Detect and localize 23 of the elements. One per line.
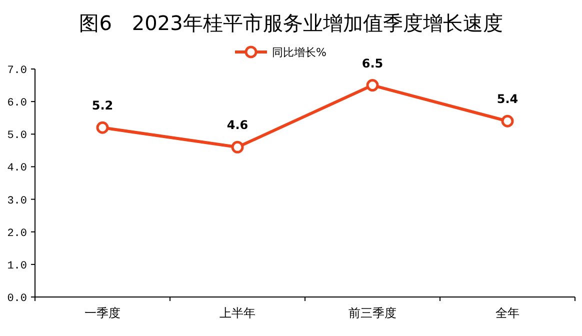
y-tick-label: 6.0 xyxy=(7,98,27,110)
y-tick-label: 5.0 xyxy=(7,130,27,142)
x-tick-label: 一季度 xyxy=(84,306,120,320)
x-tick-label: 全年 xyxy=(496,306,520,320)
data-label: 5.4 xyxy=(496,92,518,106)
data-label: 6.5 xyxy=(362,56,384,70)
y-tick-label: 2.0 xyxy=(7,228,27,240)
x-tick-label: 前三季度 xyxy=(348,306,396,320)
y-tick-label: 1.0 xyxy=(7,260,27,272)
y-tick-label: 4.0 xyxy=(7,162,27,175)
y-tick-label: 0.0 xyxy=(7,293,27,305)
legend-label: 同比增长% xyxy=(272,46,326,59)
y-tick-label: 3.0 xyxy=(7,195,27,208)
point xyxy=(96,121,109,134)
legend: 同比增长% xyxy=(235,46,326,59)
x-tick-label: 上半年 xyxy=(220,306,256,320)
chart-title: 图6 2023年桂平市服务业增加值季度增长速度 xyxy=(79,11,503,35)
data-label: 5.2 xyxy=(92,98,114,113)
point xyxy=(501,114,514,128)
point xyxy=(366,79,379,92)
y-tick-label: 7.0 xyxy=(7,65,27,77)
data-label: 4.6 xyxy=(226,118,248,132)
point xyxy=(231,140,244,154)
